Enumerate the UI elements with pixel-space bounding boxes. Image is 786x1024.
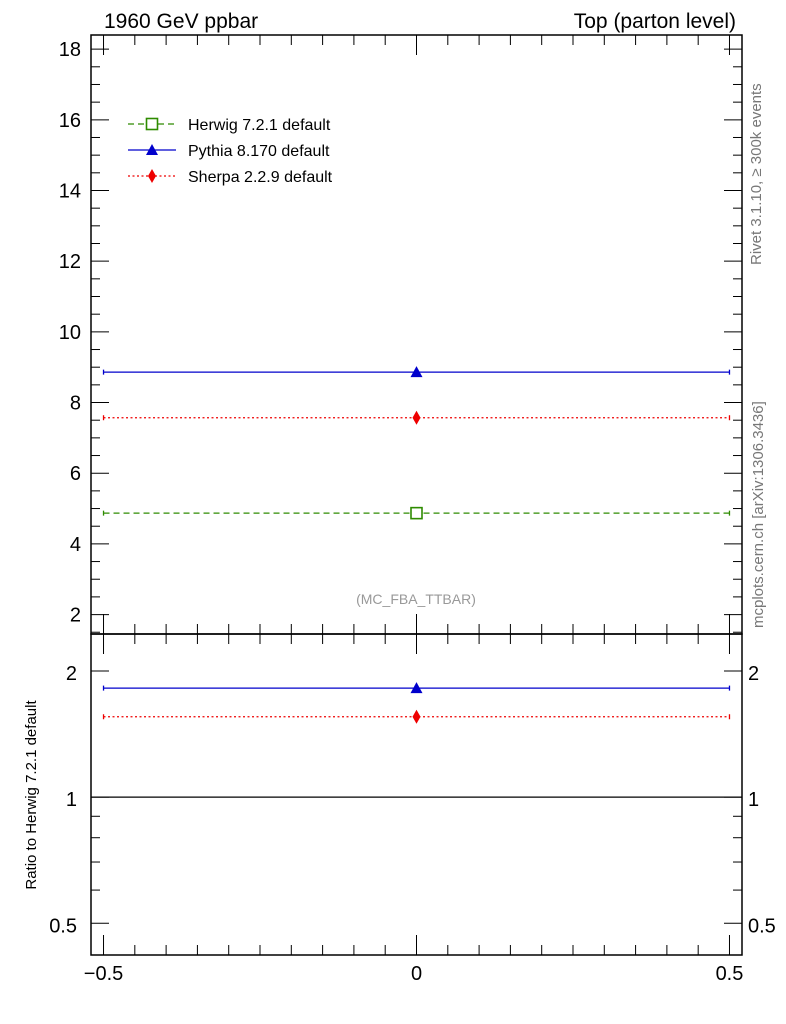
x-tick-label: 0.5 — [716, 963, 744, 985]
legend-label: Sherpa 2.2.9 default — [188, 169, 333, 186]
legend-marker — [148, 169, 156, 183]
ratio-series-marker — [412, 709, 421, 724]
analysis-label: (MC_FBA_TTBAR) — [356, 591, 476, 607]
y-tick-label: 18 — [59, 39, 81, 61]
legend: Herwig 7.2.1 default Pythia 8.170 default… — [128, 117, 333, 186]
y-tick-label: 4 — [70, 534, 81, 556]
y-tick-label: 10 — [59, 322, 81, 344]
y-tick-label-right: 2 — [748, 663, 759, 685]
y-tick-label: 8 — [70, 393, 81, 415]
y-tick-label-right: 0.5 — [748, 915, 776, 937]
series-marker — [410, 366, 423, 378]
y-tick-label: 0.5 — [49, 915, 77, 937]
ratio-data — [91, 682, 742, 798]
x-tick-label: 0 — [411, 963, 422, 985]
ratio-series-marker — [410, 682, 423, 694]
main-ticks: 2 4 6 8 10 12 14 16 18 — [59, 35, 742, 634]
main-data — [102, 366, 731, 520]
y-tick-label: 12 — [59, 251, 81, 273]
y-tick-label: 6 — [70, 463, 81, 485]
x-tick-label: −0.5 — [84, 963, 123, 985]
y-tick-label: 14 — [59, 180, 81, 202]
y-tick-label-right: 1 — [748, 789, 759, 811]
legend-label: Pythia 8.170 default — [188, 143, 330, 160]
y-tick-label: 2 — [70, 605, 81, 627]
mcplots-label: mcplots.cern.ch [arXiv:1306.3436] — [750, 401, 767, 628]
header-left: 1960 GeV ppbar — [104, 10, 258, 33]
y-tick-label: 16 — [59, 110, 81, 132]
ratio-ticks: −0.5 0 0.5 0.5 0.5 1 1 2 2 — [49, 634, 776, 985]
main-panel: 2 4 6 8 10 12 14 16 18 (MC_FBA_TTBAR) Herwig 7.2… — [59, 34, 743, 635]
rivet-label: Rivet 3.1.10, ≥ 300k events — [748, 83, 765, 265]
legend-marker — [146, 144, 158, 155]
y-tick-label: 1 — [66, 789, 77, 811]
ratio-panel: −0.5 0 0.5 0.5 0.5 1 1 2 2 Ratio to Herwig 7.2.1… — [23, 633, 776, 985]
series-marker — [410, 506, 423, 520]
series-marker — [412, 410, 421, 425]
legend-label: Herwig 7.2.1 default — [188, 117, 331, 134]
y-tick-label: 2 — [66, 663, 77, 685]
header-right: Top (parton level) — [574, 10, 736, 33]
legend-marker — [145, 117, 159, 131]
ratio-y-axis-label: Ratio to Herwig 7.2.1 default — [23, 700, 40, 890]
